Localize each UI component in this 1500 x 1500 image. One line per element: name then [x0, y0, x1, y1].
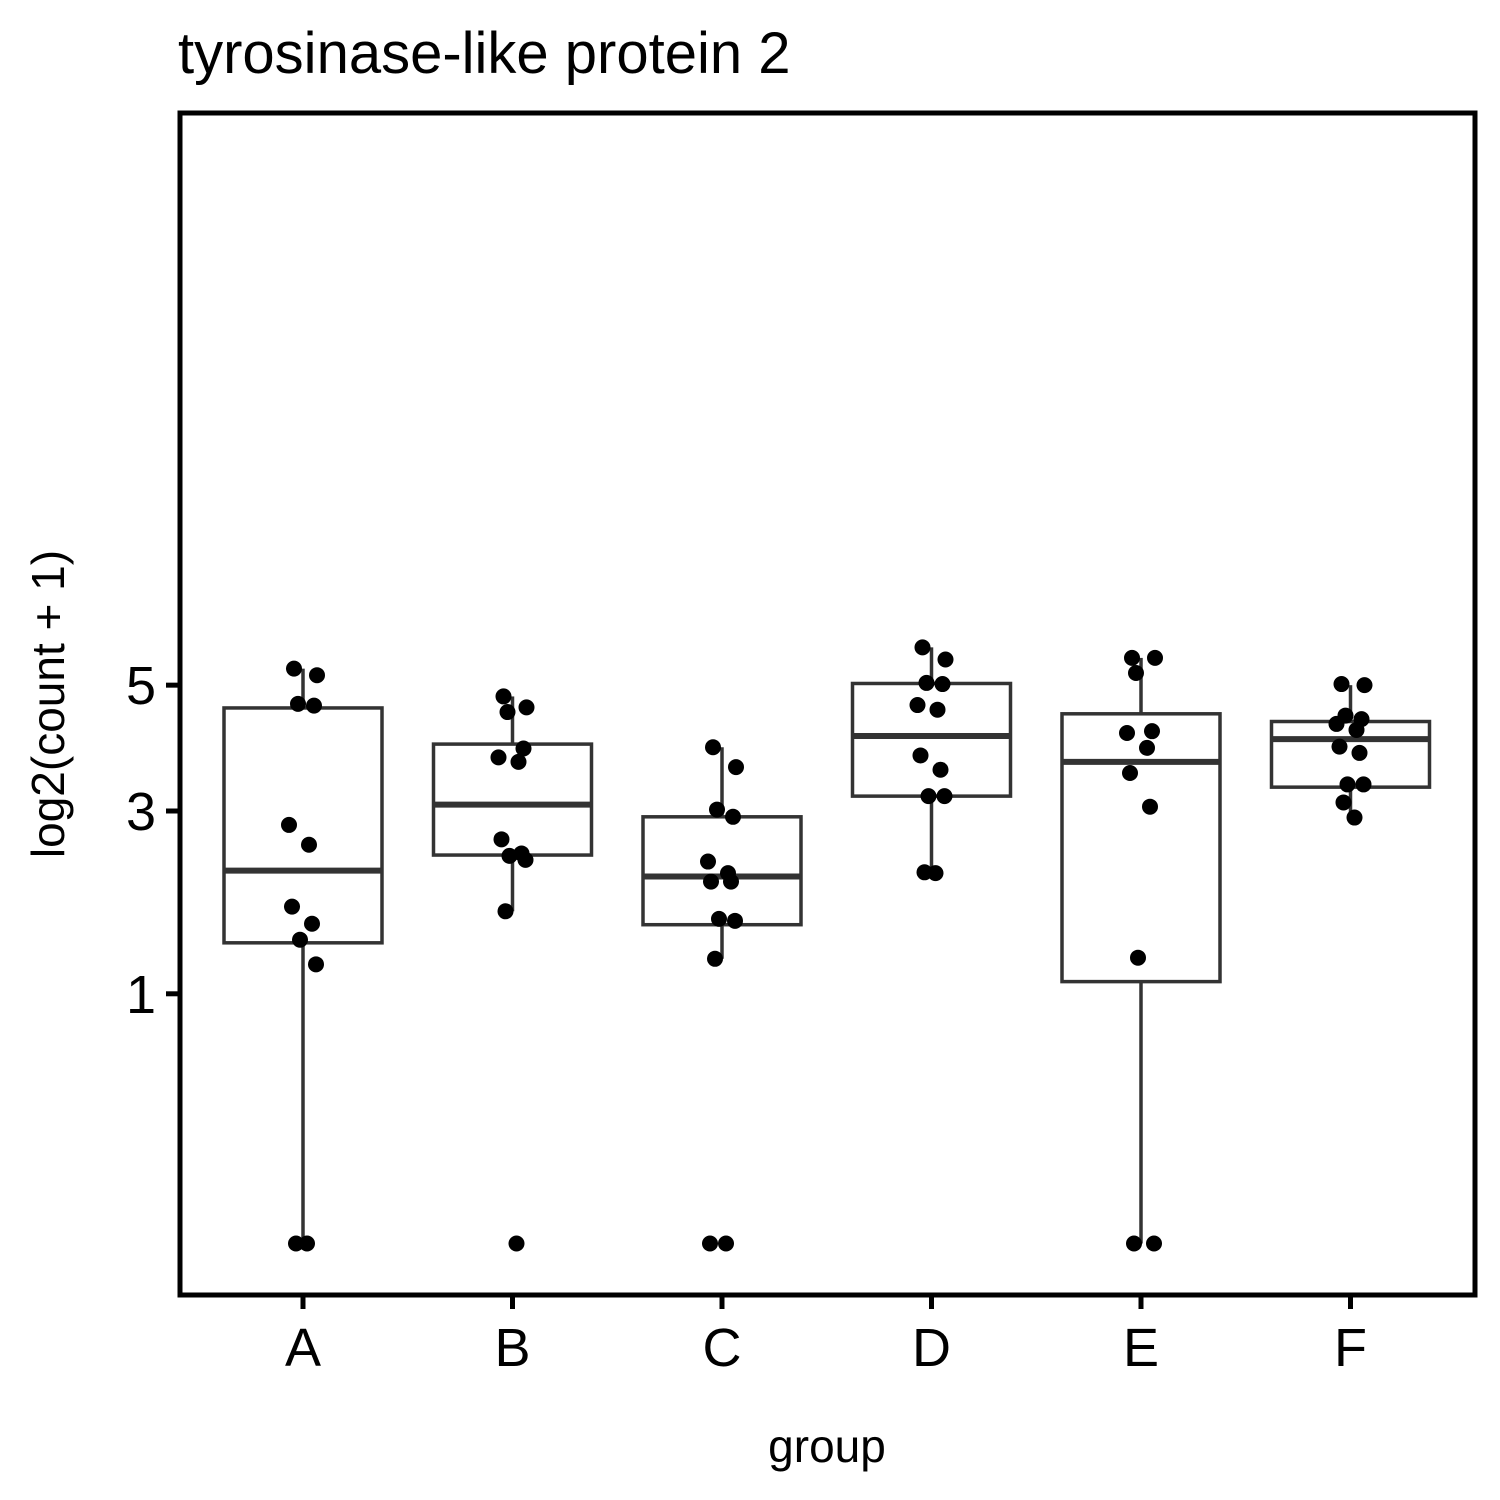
box-group-f [1269, 685, 1432, 818]
data-point [1339, 776, 1356, 793]
data-point [918, 674, 935, 691]
data-point [1128, 665, 1144, 682]
data-point [501, 847, 518, 864]
data-point [727, 912, 743, 929]
x-tick-label: A [285, 1318, 321, 1378]
box-group-e [1060, 657, 1222, 1244]
data-point [288, 1235, 304, 1252]
data-point [306, 697, 322, 714]
x-tick-label: B [494, 1318, 530, 1378]
data-point [1351, 744, 1368, 761]
data-point [290, 695, 306, 712]
box-group-a [222, 668, 384, 1244]
box-group-d [850, 647, 1013, 873]
data-point [912, 747, 929, 764]
points-f [1328, 676, 1373, 826]
chart-title: tyrosinase-like protein 2 [178, 21, 791, 86]
data-point [1146, 1235, 1162, 1252]
x-tick-label: F [1334, 1318, 1367, 1378]
data-point [1144, 723, 1160, 740]
box-e [1060, 712, 1222, 984]
points-b [490, 688, 535, 1252]
data-point [920, 788, 937, 805]
data-point [1356, 677, 1373, 694]
data-point [711, 910, 727, 927]
data-point [493, 831, 510, 848]
data-point [705, 739, 721, 756]
data-point [1333, 676, 1350, 693]
x-tick-label: D [912, 1318, 951, 1378]
data-point [1348, 721, 1365, 738]
data-point [299, 1235, 315, 1252]
data-point [515, 740, 532, 757]
plot-area [222, 639, 1432, 1252]
data-point [914, 639, 931, 656]
data-point [1346, 809, 1363, 826]
y-axis-title: log2(count + 1) [22, 550, 74, 858]
data-point [936, 788, 953, 805]
data-point [308, 956, 324, 973]
data-point [497, 903, 514, 920]
x-tick-label: C [703, 1318, 742, 1378]
data-point [1328, 715, 1345, 732]
x-tick-label: E [1123, 1318, 1159, 1378]
data-point [1119, 724, 1135, 741]
points-d [909, 639, 954, 882]
data-point [1130, 949, 1146, 966]
box-d [850, 681, 1013, 798]
y-tick-label: 5 [126, 656, 156, 716]
data-point [490, 749, 507, 766]
y-tick-label: 1 [126, 965, 156, 1025]
data-point [508, 1235, 525, 1252]
data-point [517, 851, 534, 868]
data-point [700, 853, 716, 870]
data-point [725, 808, 741, 825]
data-point [281, 816, 297, 833]
data-point [1331, 738, 1348, 755]
points-e [1119, 649, 1163, 1252]
data-point [1355, 776, 1372, 793]
plot-panel-border [177, 110, 1478, 1298]
points-c [700, 739, 744, 1252]
data-point [518, 699, 535, 716]
data-point [723, 873, 739, 890]
data-point [1147, 649, 1163, 666]
data-point [728, 759, 744, 776]
data-point [1335, 794, 1352, 811]
data-point [909, 697, 926, 714]
data-point [309, 667, 325, 684]
points-a [281, 660, 325, 1252]
data-point [707, 950, 723, 967]
box-a [222, 706, 384, 945]
data-point [1122, 765, 1138, 782]
axes: 1 3 5 A B C D E F [126, 656, 1367, 1378]
data-point [301, 836, 317, 853]
data-point [510, 753, 527, 770]
data-point [1126, 1235, 1142, 1252]
data-point [934, 676, 951, 693]
data-point [284, 898, 300, 915]
data-point [932, 761, 949, 778]
data-point [929, 701, 946, 718]
data-point [702, 1235, 718, 1252]
data-point [927, 865, 944, 882]
data-point [286, 660, 302, 677]
data-point [718, 1235, 734, 1252]
box-group-c [641, 747, 803, 959]
box-group-b [431, 696, 594, 912]
x-axis-title: group [768, 1420, 886, 1472]
data-point [1139, 739, 1155, 756]
data-point [495, 688, 512, 705]
data-point [709, 801, 725, 818]
data-point [1124, 649, 1140, 666]
y-tick-label: 3 [126, 782, 156, 842]
data-point [304, 915, 320, 932]
data-point [499, 704, 516, 721]
data-point [292, 931, 308, 948]
data-point [1142, 798, 1158, 815]
data-point [937, 651, 954, 668]
data-point [703, 873, 719, 890]
